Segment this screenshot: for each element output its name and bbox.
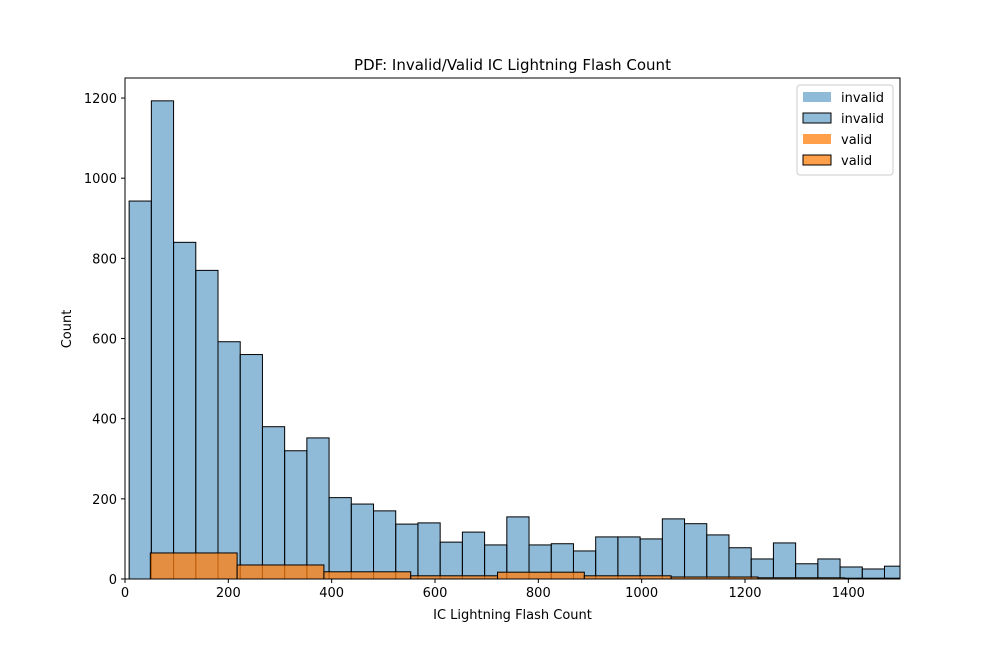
invalid-bar — [128, 200, 152, 579]
invalid-bar — [639, 538, 663, 579]
invalid-bar — [195, 269, 219, 579]
x-tick-label: 1000 — [625, 586, 658, 601]
y-tick-label: 0 — [109, 573, 117, 588]
invalid-bar — [217, 341, 241, 579]
chart-title: PDF: Invalid/Valid IC Lightning Flash Co… — [354, 56, 671, 74]
invalid-bar — [506, 516, 530, 579]
y-tick-label: 400 — [92, 413, 117, 428]
y-tick-label: 1200 — [84, 92, 117, 107]
x-tick-label: 0 — [121, 586, 129, 601]
invalid-bar — [306, 437, 330, 579]
y-tick-label: 600 — [92, 333, 117, 348]
valid-bar — [236, 564, 325, 579]
invalid-bar — [373, 510, 397, 579]
invalid-bar — [684, 523, 708, 579]
axes-frame — [124, 77, 901, 580]
legend-label: valid — [841, 133, 872, 148]
valid-legend-swatch — [803, 134, 831, 144]
x-tick-label: 200 — [216, 586, 241, 601]
invalid-bar — [795, 563, 819, 579]
legend: invalid invalid valid valid — [796, 84, 894, 176]
x-tick-label: 600 — [423, 586, 448, 601]
x-tick-label: 1400 — [832, 586, 865, 601]
invalid-bar — [706, 534, 730, 579]
legend-label: invalid — [841, 112, 884, 127]
valid-legend-swatch — [802, 154, 832, 166]
legend-label: valid — [841, 154, 872, 169]
invalid-bar — [772, 542, 797, 579]
x-tick-label: 1200 — [728, 586, 761, 601]
x-tick-label: 400 — [319, 586, 344, 601]
invalid-bar — [395, 523, 419, 579]
invalid-bar — [284, 450, 308, 579]
invalid-bar — [150, 100, 175, 579]
invalid-legend-swatch — [803, 92, 831, 102]
valid-bar — [323, 571, 412, 579]
invalid-bars — [128, 100, 900, 579]
invalid-bar — [728, 547, 752, 579]
invalid-legend-swatch — [802, 112, 832, 124]
y-tick-label: 1000 — [84, 172, 117, 187]
valid-bar — [149, 552, 238, 579]
y-tick-label: 800 — [92, 252, 117, 267]
y-tick-label: 200 — [92, 493, 117, 508]
x-tick-label: 800 — [526, 586, 551, 601]
invalid-bar — [261, 426, 286, 579]
invalid-bar — [439, 541, 463, 579]
x-axis-label: IC Lightning Flash Count — [433, 608, 592, 623]
invalid-bar — [461, 531, 486, 579]
invalid-bar — [328, 497, 352, 579]
invalid-bar — [661, 518, 686, 579]
y-axis: 0 200 400 600 800 1000 1200 — [84, 92, 125, 588]
invalid-bar — [595, 536, 619, 579]
x-axis: 0 200 400 600 800 1000 1200 1400 — [121, 579, 865, 601]
valid-bar — [497, 571, 585, 579]
invalid-bar — [173, 241, 197, 579]
legend-box — [796, 84, 894, 176]
invalid-bar — [417, 522, 441, 579]
invalid-bar — [750, 558, 774, 579]
legend-label: invalid — [841, 91, 884, 106]
invalid-bar — [839, 566, 863, 579]
invalid-bar — [617, 536, 641, 579]
y-axis-label: Count — [60, 310, 75, 349]
invalid-bar — [861, 568, 885, 579]
invalid-bar — [239, 354, 263, 579]
invalid-bar — [817, 558, 841, 579]
invalid-bar — [350, 503, 375, 579]
